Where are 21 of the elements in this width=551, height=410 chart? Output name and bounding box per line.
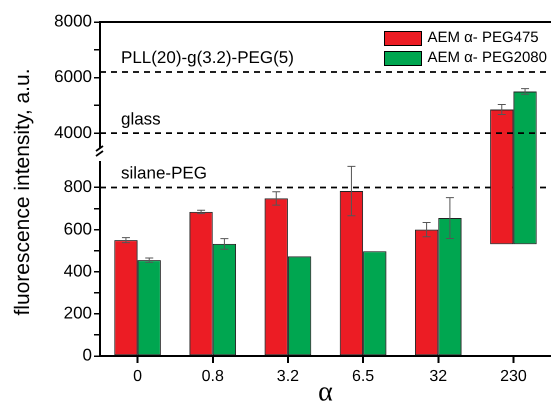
x-tick-label: 3.2 [276, 368, 300, 386]
x-tick-label: 32 [429, 368, 448, 386]
y-tick-label: 6000 [54, 67, 92, 86]
y-axis-title: fluorescence intensity, a.u. [11, 67, 35, 318]
legend-label: AEM α- PEG475 [427, 28, 539, 48]
y-tick-label: 400 [64, 261, 92, 280]
y-tick-label: 8000 [54, 12, 92, 31]
x-tick-label: 0 [133, 368, 142, 386]
ref-line-label: PLL(20)-g(3.2)-PEG(5) [121, 48, 294, 68]
ref-line-label: silane-PEG [121, 164, 207, 183]
x-tick-label: 0.8 [202, 368, 224, 386]
y-tick-label: 200 [64, 304, 92, 323]
y-tick-label: 600 [64, 219, 92, 238]
x-tick-label: 230 [500, 368, 527, 386]
x-tick-label: 6.5 [352, 368, 374, 386]
ref-line-label: glass [121, 109, 161, 128]
y-tick-label: 4000 [54, 122, 92, 142]
y-tick-label: 800 [64, 177, 92, 196]
legend-label: AEM α- PEG2080 [427, 48, 547, 68]
x-axis-title: α [318, 376, 334, 408]
y-tick-label: 0 [82, 346, 92, 365]
